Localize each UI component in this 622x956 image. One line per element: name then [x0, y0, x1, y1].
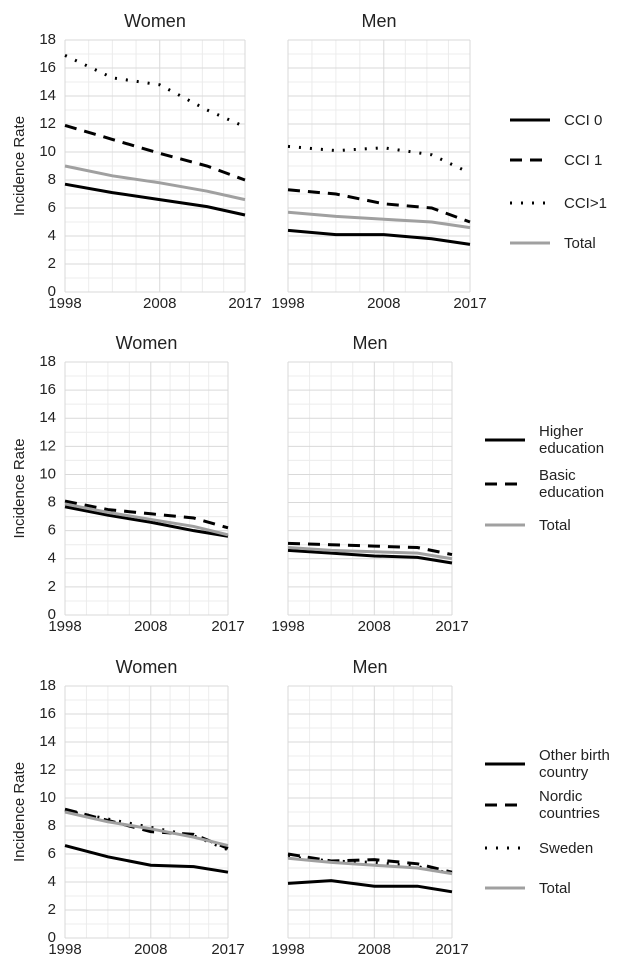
y-tick-label: 18 [39, 353, 56, 370]
y-tick-label: 0 [48, 283, 56, 300]
panel-title: Women [124, 11, 186, 31]
x-tick-label: 2017 [211, 941, 244, 956]
y-tick-label: 16 [39, 59, 56, 76]
x-tick-label: 2008 [143, 295, 176, 312]
series-line [64, 499, 229, 530]
x-tick-label: 2017 [435, 941, 468, 956]
y-tick-label: 10 [39, 465, 56, 482]
panel-title: Men [361, 11, 396, 31]
x-tick-label: 2017 [435, 618, 468, 635]
panel-title: Men [352, 333, 387, 353]
legend-label: CCI>1 [564, 194, 607, 212]
y-tick-label: 18 [39, 31, 56, 48]
legend-label: Sweden [539, 839, 594, 857]
y-axis-label: Incidence Rate [11, 116, 28, 216]
y-tick-label: 0 [48, 929, 56, 946]
x-tick-label: 2008 [367, 295, 400, 312]
y-tick-label: 10 [39, 143, 56, 160]
y-tick-label: 14 [39, 87, 56, 104]
series-line [287, 548, 453, 565]
x-tick-label: 2008 [134, 941, 167, 956]
series-line [64, 123, 246, 182]
x-tick-label: 2017 [228, 295, 261, 312]
series-line [64, 54, 246, 129]
series-line [64, 502, 229, 537]
y-tick-label: 14 [39, 733, 56, 750]
legend-label: Basic education [539, 467, 605, 501]
legend-label: Other birth country [539, 747, 610, 781]
x-tick-label: 2017 [453, 295, 486, 312]
y-tick-label: 12 [39, 761, 56, 778]
legend-label: Total [539, 879, 571, 897]
y-tick-label: 2 [48, 578, 56, 595]
x-tick-label: 2008 [358, 618, 391, 635]
legend-label: Total [564, 234, 596, 252]
series-line [287, 210, 471, 230]
y-tick-label: 2 [48, 901, 56, 918]
y-tick-label: 8 [48, 171, 56, 188]
y-tick-label: 12 [39, 437, 56, 454]
x-tick-label: 2017 [211, 618, 244, 635]
series-line [287, 188, 471, 224]
series-line [287, 856, 453, 876]
y-tick-label: 6 [48, 522, 56, 539]
legend-label: CCI 1 [564, 151, 603, 169]
panel-title: Women [116, 657, 178, 677]
legend-label: CCI 0 [564, 111, 603, 129]
series-line [64, 182, 246, 217]
y-tick-label: 16 [39, 705, 56, 722]
legend-label: Higher education [539, 423, 605, 457]
y-tick-label: 10 [39, 789, 56, 806]
x-tick-label: 1998 [48, 295, 81, 312]
y-tick-label: 16 [39, 381, 56, 398]
series-line [64, 810, 229, 848]
series-line [64, 164, 246, 202]
series-line [287, 541, 453, 557]
y-tick-label: 4 [48, 873, 56, 890]
x-tick-label: 1998 [271, 618, 304, 635]
series-line [287, 852, 453, 874]
x-tick-label: 1998 [48, 941, 81, 956]
x-tick-label: 1998 [271, 295, 304, 312]
y-tick-label: 12 [39, 115, 56, 132]
y-tick-label: 14 [39, 409, 56, 426]
y-tick-label: 2 [48, 255, 56, 272]
x-tick-label: 1998 [271, 941, 304, 956]
series-line [64, 844, 229, 874]
y-tick-label: 18 [39, 677, 56, 694]
y-tick-label: 6 [48, 199, 56, 216]
x-tick-label: 2008 [134, 618, 167, 635]
y-tick-label: 4 [48, 550, 56, 567]
y-tick-label: 8 [48, 817, 56, 834]
x-tick-label: 1998 [48, 618, 81, 635]
y-axis-label: Incidence Rate [11, 438, 28, 538]
panel-title: Men [352, 657, 387, 677]
series-line [287, 228, 471, 246]
panel-title: Women [116, 333, 178, 353]
x-tick-label: 2008 [358, 941, 391, 956]
y-tick-label: 6 [48, 845, 56, 862]
series-line [287, 546, 453, 561]
series-line [64, 505, 229, 538]
series-line [287, 144, 471, 175]
y-tick-label: 4 [48, 227, 56, 244]
y-axis-label: Incidence Rate [11, 762, 28, 862]
y-tick-label: 0 [48, 606, 56, 623]
y-tick-label: 8 [48, 494, 56, 511]
legend-label: Total [539, 516, 571, 534]
legend-label: Nordic countries [539, 788, 600, 822]
series-line [287, 879, 453, 894]
